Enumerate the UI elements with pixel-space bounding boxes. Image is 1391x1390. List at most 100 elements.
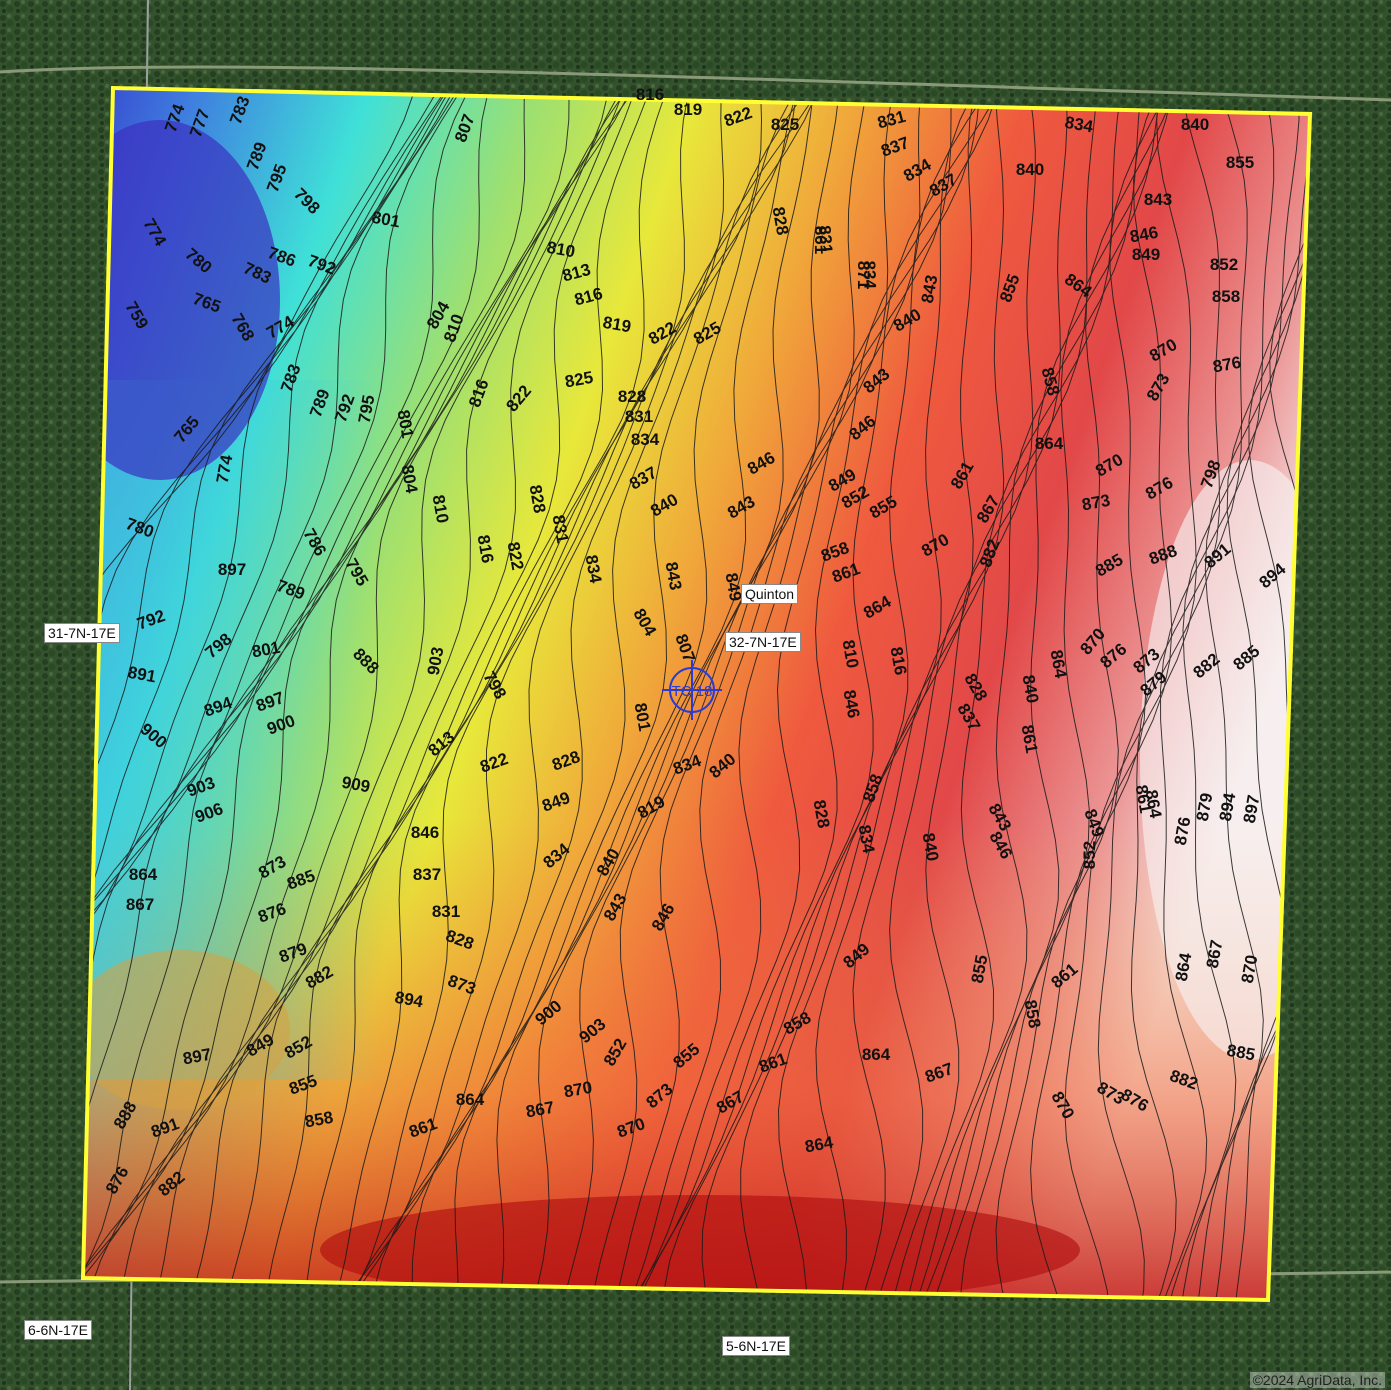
contour-label: 828 xyxy=(618,387,646,406)
contour-label: 831 xyxy=(625,407,653,426)
contour-label: 831 xyxy=(549,513,573,544)
contour-line xyxy=(960,88,1186,1300)
contour-line xyxy=(740,88,993,1300)
contour-label: 864 xyxy=(129,865,158,884)
contour-label: 840 xyxy=(1016,160,1044,179)
contour-line xyxy=(149,88,641,1300)
contour-label: 801 xyxy=(631,701,655,732)
contour-line xyxy=(1165,88,1300,1300)
section-label-west: 31-7N-17E xyxy=(44,623,120,643)
contour-line xyxy=(221,88,647,1300)
contour-line xyxy=(334,88,763,1300)
contour-label: 867 xyxy=(126,895,154,914)
contour-line xyxy=(888,88,1099,1300)
section-label-center: 32-7N-17E xyxy=(725,632,801,652)
contour-label: 795 xyxy=(355,393,379,424)
contour-line xyxy=(1064,88,1197,1300)
svg-text:TC 18: TC 18 xyxy=(672,683,713,700)
contour-label: 819 xyxy=(674,100,702,119)
contour-label: 849 xyxy=(1132,245,1160,264)
contour-line xyxy=(701,88,1008,1300)
contour-line xyxy=(83,88,528,1300)
contour-label: 897 xyxy=(218,560,246,579)
contour-label: 870 xyxy=(1238,953,1262,984)
contour-label: 828 xyxy=(810,798,834,829)
contour-label: 897 xyxy=(1240,793,1264,824)
contour-line xyxy=(83,88,471,1300)
contour-line xyxy=(914,88,1163,1300)
contour-label: 804 xyxy=(398,463,422,495)
contour-line xyxy=(1178,88,1310,1300)
contour-label: 876 xyxy=(1211,353,1242,377)
contour-line xyxy=(83,88,655,1300)
contour-label: 891 xyxy=(126,663,157,687)
contour-label: 816 xyxy=(636,85,664,104)
contour-label: 861 xyxy=(1018,723,1042,754)
contour-line xyxy=(83,88,469,1300)
contour-label: 810 xyxy=(839,638,863,669)
contour-line xyxy=(908,88,1146,1300)
contour-label: 843 xyxy=(918,273,942,304)
property-boundary[interactable] xyxy=(80,85,1313,1303)
contour-line xyxy=(337,88,725,1300)
contour-label: 867 xyxy=(1203,938,1227,969)
contour-label: 870 xyxy=(562,1078,593,1102)
contour-label: 840 xyxy=(1019,673,1043,704)
contour-label: 846 xyxy=(840,688,864,719)
contour-line xyxy=(620,88,982,1300)
contour-label: 885 xyxy=(1225,1041,1256,1065)
contour-label: 864 xyxy=(803,1133,835,1157)
contour-label: 837 xyxy=(413,865,441,884)
copyright-text: ©2024 AgriData, Inc. xyxy=(1249,1372,1385,1388)
contour-label: 816 xyxy=(474,533,498,564)
contour-label: 858 xyxy=(1212,287,1240,306)
contour-label: 834 xyxy=(582,553,606,585)
contour-label: 846 xyxy=(1128,223,1159,247)
location-marker-icon[interactable]: TC 18 xyxy=(662,660,722,720)
contour-line xyxy=(929,88,1178,1300)
contour-label: 864 xyxy=(862,1045,891,1064)
contour-label: 852 xyxy=(1210,255,1238,274)
contour-label: 903 xyxy=(424,645,448,676)
contour-label: 858 xyxy=(303,1108,334,1132)
contour-label: 834 xyxy=(855,823,879,855)
contour-label: 801 xyxy=(394,408,418,439)
contour-line xyxy=(1211,88,1310,1300)
contour-line xyxy=(114,88,650,1300)
contour-label: 849 xyxy=(722,571,746,602)
section-label-south-west: 6-6N-17E xyxy=(24,1320,92,1340)
contour-line xyxy=(184,88,639,1300)
contour-label: 831 xyxy=(432,902,460,921)
contour-label: 864 xyxy=(1035,434,1064,453)
contour-line xyxy=(262,88,661,1300)
contour-label: 840 xyxy=(1181,115,1209,134)
contour-line xyxy=(83,88,570,1300)
contour-label: 834 xyxy=(860,260,880,290)
contour-label: 819 xyxy=(601,313,632,337)
contour-label: 774 xyxy=(213,453,237,485)
contour-label: 894 xyxy=(1216,791,1240,823)
contour-label: 834 xyxy=(1063,113,1095,137)
contour-label: 822 xyxy=(504,540,528,571)
contour-line xyxy=(872,88,1068,1300)
contour-label: 864 xyxy=(1172,951,1196,983)
contour-line xyxy=(1130,88,1248,1300)
contour-line xyxy=(1030,88,1173,1300)
contour-line xyxy=(852,88,1036,1300)
contour-label: 897 xyxy=(181,1045,212,1069)
contour-label: 801 xyxy=(370,208,401,232)
contour-line xyxy=(662,88,1014,1300)
contour-label: 876 xyxy=(1171,815,1195,846)
road xyxy=(0,65,1391,102)
contour-label: 843 xyxy=(662,560,686,591)
contour-label: 840 xyxy=(919,831,943,862)
contour-label: 828 xyxy=(769,205,793,236)
contour-line xyxy=(83,88,480,1300)
contour-line xyxy=(369,88,838,1300)
contour-label: 825 xyxy=(563,368,594,392)
contour-label: 843 xyxy=(1144,190,1172,209)
contour-line xyxy=(1097,88,1221,1300)
contour-line xyxy=(631,88,1005,1300)
